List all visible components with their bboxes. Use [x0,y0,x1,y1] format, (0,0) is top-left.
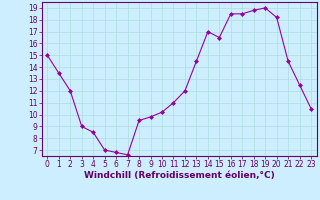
X-axis label: Windchill (Refroidissement éolien,°C): Windchill (Refroidissement éolien,°C) [84,171,275,180]
